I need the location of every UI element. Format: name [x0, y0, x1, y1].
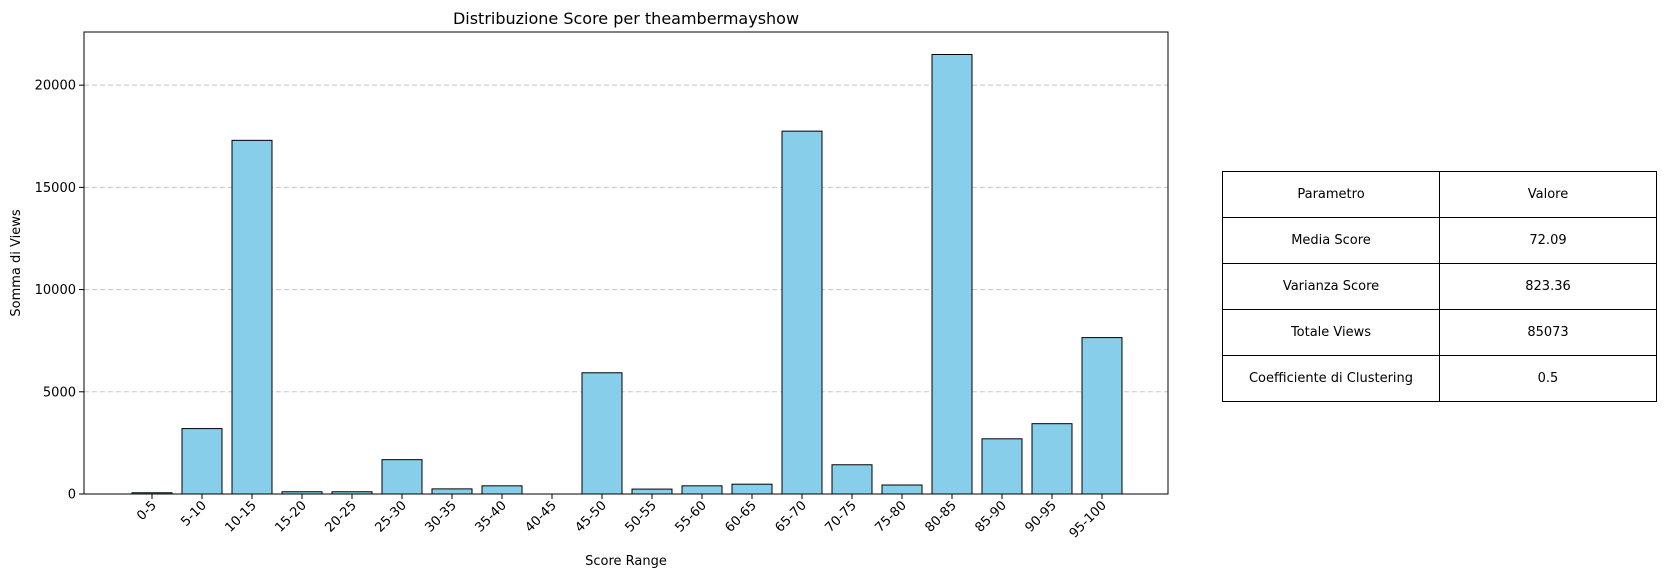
- y-tick-label: 0: [68, 488, 76, 503]
- stats-table: Parametro Valore Media Score 72.09 Varia…: [1222, 171, 1657, 402]
- x-tick-label: 40-45: [523, 498, 560, 535]
- x-tick-label: 95-100: [1067, 498, 1110, 541]
- bar-90-95: [1031, 423, 1073, 495]
- x-tick-label: 75-80: [873, 498, 910, 535]
- bar-70-75: [831, 464, 873, 495]
- x-tick-label: 65-70: [773, 498, 810, 535]
- bars: [131, 53, 1123, 495]
- bar-50-55: [631, 488, 673, 495]
- x-axis-label: Score Range: [585, 554, 667, 569]
- x-axis-ticks: 0-5 5-10 10-15 15-20 20-25 25-30 30-35 35-40 40-…: [134, 494, 1110, 541]
- table-cell: Media Score: [1222, 217, 1440, 264]
- table-cell: 85073: [1439, 309, 1657, 356]
- x-tick-label: 30-35: [423, 498, 460, 535]
- bar-85-90: [981, 438, 1023, 495]
- x-tick-label: 45-50: [573, 498, 610, 535]
- table-row: Coefficiente di Clustering 0.5: [1222, 355, 1657, 402]
- x-tick-label: 50-55: [623, 498, 660, 535]
- table-cell: Totale Views: [1222, 309, 1440, 356]
- x-tick-label: 15-20: [273, 498, 310, 535]
- y-axis-label: Somma di Views: [9, 209, 24, 316]
- x-tick-label: 85-90: [973, 498, 1010, 535]
- table-cell: Coefficiente di Clustering: [1222, 355, 1440, 402]
- bar-45-50: [581, 372, 623, 495]
- table-header-row: Parametro Valore: [1222, 171, 1657, 218]
- x-tick-label: 5-10: [178, 498, 209, 529]
- x-tick-label: 55-60: [673, 498, 710, 535]
- x-tick-label: 25-30: [373, 498, 410, 535]
- x-tick-label: 90-95: [1023, 498, 1060, 535]
- bar-25-30: [381, 459, 423, 495]
- x-tick-label: 10-15: [223, 498, 260, 535]
- y-tick-label: 5000: [43, 385, 76, 400]
- bar-95-100: [1081, 337, 1123, 495]
- bar-55-60: [681, 485, 723, 495]
- bar-30-35: [431, 488, 473, 495]
- table-cell: Varianza Score: [1222, 263, 1440, 310]
- bar-60-65: [731, 483, 773, 495]
- x-tick-label: 0-5: [134, 498, 160, 524]
- table-row: Media Score 72.09: [1222, 217, 1657, 264]
- plot-frame: [83, 31, 1169, 495]
- y-tick-label: 10000: [35, 283, 76, 298]
- table-header-cell: Parametro: [1222, 171, 1440, 218]
- table-cell: 72.09: [1439, 217, 1657, 264]
- table-header-cell: Valore: [1439, 171, 1657, 218]
- x-tick-label: 35-40: [473, 498, 510, 535]
- table-cell: 823.36: [1439, 263, 1657, 310]
- x-tick-label: 80-85: [923, 498, 960, 535]
- bar-80-85: [931, 53, 973, 495]
- bar-5-10: [181, 428, 223, 495]
- y-axis-ticks: 0 5000 10000 15000 20000: [35, 79, 84, 503]
- bar-65-70: [781, 130, 823, 495]
- x-tick-label: 60-65: [723, 498, 760, 535]
- bar-10-15: [231, 139, 273, 495]
- bar-75-80: [881, 484, 923, 495]
- table-cell: 0.5: [1439, 355, 1657, 402]
- table-row: Totale Views 85073: [1222, 309, 1657, 356]
- chart-title: Distribuzione Score per theambermayshow: [453, 9, 799, 28]
- y-tick-label: 20000: [35, 79, 76, 94]
- x-tick-label: 70-75: [823, 498, 860, 535]
- x-tick-label: 20-25: [323, 498, 360, 535]
- bar-35-40: [481, 485, 523, 495]
- table-row: Varianza Score 823.36: [1222, 263, 1657, 310]
- y-tick-label: 15000: [35, 181, 76, 196]
